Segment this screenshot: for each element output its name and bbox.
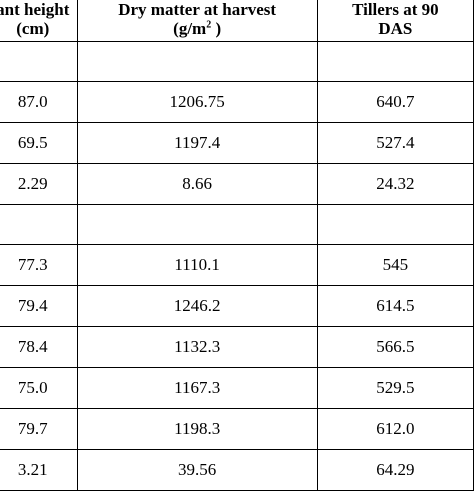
table-cell: 69.5 <box>0 122 78 164</box>
header-dry-matter: Dry matter at harvest (g/m2 ) <box>76 0 318 42</box>
table-cell: 64.29 <box>316 449 474 491</box>
header-plant-height-line2: (cm) <box>16 19 50 38</box>
table-cell: 78.4 <box>0 326 78 368</box>
table-cell <box>76 204 318 245</box>
table-cell: 8.66 <box>76 163 318 205</box>
table-cell: 527.4 <box>316 122 474 164</box>
header-dry-matter-unit-pre: (g/m <box>173 19 207 38</box>
header-tillers-line2: DAS <box>378 19 413 38</box>
table-cell: 614.5 <box>316 285 474 327</box>
table-cell <box>316 41 474 82</box>
table-row: 87.0 1206.75 640.7 <box>0 81 474 123</box>
header-plant-height: ant height (cm) <box>0 0 78 42</box>
table-cell: 39.56 <box>76 449 318 491</box>
table-cell: 79.7 <box>0 408 78 450</box>
header-plant-height-line1: ant height <box>0 0 70 19</box>
header-dry-matter-unit-post: ) <box>211 19 222 38</box>
table-cell <box>0 204 78 245</box>
header-tillers-line1: Tillers at 90 <box>352 0 439 19</box>
header-row: ant height (cm) Dry matter at harvest (g… <box>0 0 474 42</box>
table-cell: 640.7 <box>316 81 474 123</box>
table-row: 69.5 1197.4 527.4 <box>0 122 474 164</box>
table-cell: 529.5 <box>316 367 474 409</box>
table-row: 79.7 1198.3 612.0 <box>0 408 474 450</box>
table-cell: 1167.3 <box>76 367 318 409</box>
table-row: 77.3 1110.1 545 <box>0 244 474 286</box>
table-cell: 87.0 <box>0 81 78 123</box>
table-cell: 2.29 <box>0 163 78 205</box>
table-cell: 1197.4 <box>76 122 318 164</box>
header-tillers: Tillers at 90 DAS <box>316 0 474 42</box>
header-dry-matter-line1: Dry matter at harvest <box>118 0 277 19</box>
table-row: 3.21 39.56 64.29 <box>0 449 474 491</box>
table-row: 79.4 1246.2 614.5 <box>0 285 474 327</box>
table-cell: 1132.3 <box>76 326 318 368</box>
table-cell: 1198.3 <box>76 408 318 450</box>
table-cell <box>316 204 474 245</box>
table-cell: 77.3 <box>0 244 78 286</box>
table-cell: 1110.1 <box>76 244 318 286</box>
table-cell: 1246.2 <box>76 285 318 327</box>
table-cell: 612.0 <box>316 408 474 450</box>
table-row: 75.0 1167.3 529.5 <box>0 367 474 409</box>
table-cell: 79.4 <box>0 285 78 327</box>
table-cell: 566.5 <box>316 326 474 368</box>
header-dry-matter-unit-sup: 2 <box>206 19 212 31</box>
table-cell: 3.21 <box>0 449 78 491</box>
table-cell: 545 <box>316 244 474 286</box>
table-cell <box>76 41 318 82</box>
table-row: 78.4 1132.3 566.5 <box>0 326 474 368</box>
table-cell <box>0 41 78 82</box>
section-row <box>0 204 474 245</box>
section-row <box>0 41 474 82</box>
table-cell: 24.32 <box>316 163 474 205</box>
table-cell: 1206.75 <box>76 81 318 123</box>
table-cell: 75.0 <box>0 367 78 409</box>
table-row: 2.29 8.66 24.32 <box>0 163 474 205</box>
